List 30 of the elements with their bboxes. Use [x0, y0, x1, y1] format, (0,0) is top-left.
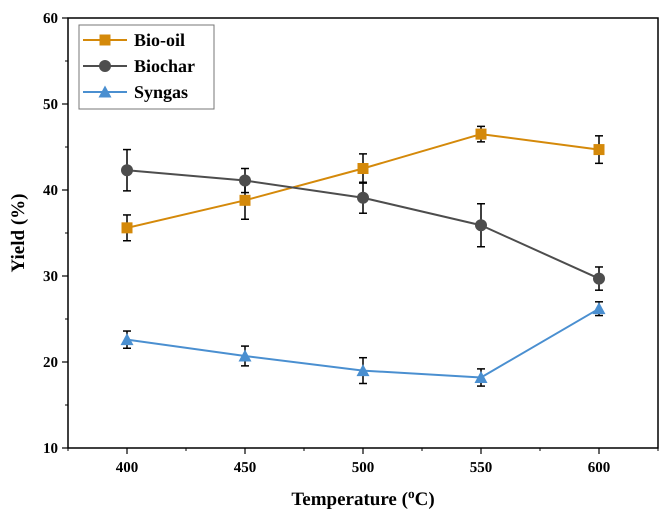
- x-tick-label: 450: [234, 460, 256, 476]
- point: [122, 222, 132, 234]
- point: [475, 219, 487, 232]
- y-tick-label: 50: [43, 97, 58, 113]
- point: [120, 333, 134, 346]
- point: [476, 128, 486, 140]
- point: [356, 364, 370, 376]
- point: [594, 144, 604, 156]
- point: [358, 163, 368, 174]
- y-tick-label: 10: [43, 441, 58, 457]
- legend-label: Bio-oil: [134, 30, 186, 50]
- point: [238, 349, 252, 362]
- y-tick-label: 20: [43, 355, 58, 371]
- point: [121, 164, 133, 176]
- point: [474, 370, 488, 383]
- legend-label: Biochar: [134, 56, 196, 76]
- x-tick-label: 500: [352, 460, 374, 476]
- y-axis-title: Yield (%): [8, 194, 29, 272]
- legend-label: Syngas: [134, 82, 188, 102]
- x-tick-label: 600: [588, 460, 610, 476]
- x-tick-label: 550: [470, 460, 492, 476]
- point: [240, 194, 250, 206]
- point: [357, 192, 369, 204]
- point: [593, 272, 605, 285]
- y-tick-label: 30: [43, 269, 58, 285]
- point: [239, 174, 251, 187]
- y-tick-label: 60: [43, 11, 58, 27]
- x-tick-label: 400: [116, 460, 138, 476]
- x-axis-title: Temperature ($^{o}$C): [291, 486, 435, 510]
- y-tick-label: 40: [43, 183, 58, 199]
